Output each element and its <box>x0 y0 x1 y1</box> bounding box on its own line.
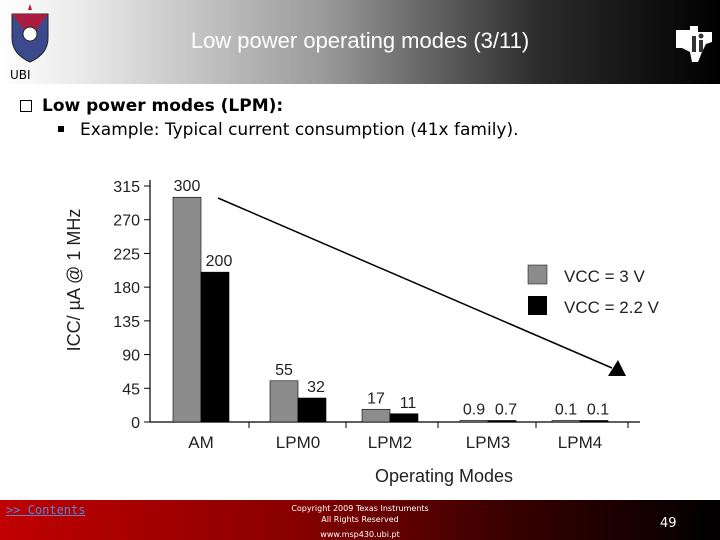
bar <box>361 408 391 423</box>
y-tick-label: 90 <box>122 348 140 365</box>
y-tick-label: 0 <box>131 415 140 432</box>
x-category-label: AM <box>188 433 214 452</box>
site-url: www.msp430.ubi.pt <box>320 530 400 539</box>
bar-data-label: 0.7 <box>495 402 517 419</box>
x-category-label: LPM2 <box>368 433 412 452</box>
bar-data-label: 200 <box>206 253 233 270</box>
x-category-label: LPM0 <box>276 433 320 452</box>
bar-data-label: 11 <box>400 395 417 412</box>
texas-instruments-logo-icon <box>676 26 712 62</box>
bar-data-label: 55 <box>275 362 293 379</box>
trend-line <box>217 197 613 369</box>
checkbox-bullet-icon <box>20 100 32 112</box>
bar <box>200 271 230 423</box>
bar <box>459 420 489 423</box>
bar-data-label: 0.9 <box>463 402 485 419</box>
current-consumption-chart: 0 45 90 135 180 225 270 315 300 200 55 32 17 11 0.9 0.… <box>64 178 660 486</box>
y-tick-label: 45 <box>122 381 140 398</box>
bar <box>269 380 299 423</box>
bar <box>389 413 419 423</box>
bar <box>172 196 202 423</box>
y-tick-label: 270 <box>113 213 140 230</box>
page-number: 49 <box>660 516 677 531</box>
copyright-text: Copyright 2009 Texas Instruments All Rig… <box>250 503 470 525</box>
bullet-main: Low power modes (LPM): <box>20 96 283 116</box>
x-axis-label: Operating Modes <box>375 466 513 486</box>
y-axis: 0 45 90 135 180 225 270 315 <box>113 179 640 432</box>
y-tick-label: 315 <box>113 179 140 196</box>
x-category-label: LPM4 <box>558 433 602 452</box>
slide-footer <box>0 500 720 540</box>
legend-label-2v2: VCC = 2.2 V <box>564 298 660 317</box>
bar-data-label: 17 <box>367 390 385 407</box>
bars: 300 200 55 32 17 11 0.9 0.7 0.1 0.1 <box>172 178 609 423</box>
org-label: UBI <box>10 68 31 82</box>
bar <box>551 420 581 423</box>
y-tick-label: 225 <box>113 246 140 263</box>
bar-data-label: 0.1 <box>587 402 609 419</box>
university-crest-icon <box>11 4 49 63</box>
trend-arrowhead-icon <box>608 360 626 376</box>
legend: VCC = 3 V VCC = 2.2 V <box>527 264 660 317</box>
bar-data-label: 300 <box>174 178 201 195</box>
bar <box>297 397 327 423</box>
bullet-sub-text: Example: Typical current consumption (41… <box>80 120 519 140</box>
bar-data-label: 32 <box>307 379 325 396</box>
y-tick-label: 135 <box>113 314 140 331</box>
copyright-line-1: Copyright 2009 Texas Instruments <box>291 504 429 513</box>
legend-label-3v: VCC = 3 V <box>564 267 645 286</box>
x-category-label: LPM3 <box>466 433 510 452</box>
slide-header: UBI Low power operating modes (3/11) <box>0 0 720 84</box>
bar-data-label: 0.1 <box>555 402 577 419</box>
x-axis-categories: AM LPM0 LPM2 LPM3 LPM4 <box>188 422 629 452</box>
contents-link[interactable]: >> Contents <box>6 503 86 517</box>
y-tick-label: 180 <box>113 280 140 297</box>
bullet-main-text: Low power modes (LPM): <box>42 96 284 116</box>
slide-title: Low power operating modes (3/11) <box>190 28 530 53</box>
legend-swatch-2v2 <box>528 296 547 315</box>
copyright-line-2: All Rights Reserved <box>321 515 399 524</box>
square-bullet-icon <box>58 126 64 132</box>
legend-swatch-3v <box>527 264 548 285</box>
bullet-sub: Example: Typical current consumption (41… <box>58 120 519 140</box>
bar <box>579 420 609 423</box>
bar <box>487 420 517 423</box>
y-axis-label: ICC/ µA @ 1 MHz <box>64 209 84 352</box>
